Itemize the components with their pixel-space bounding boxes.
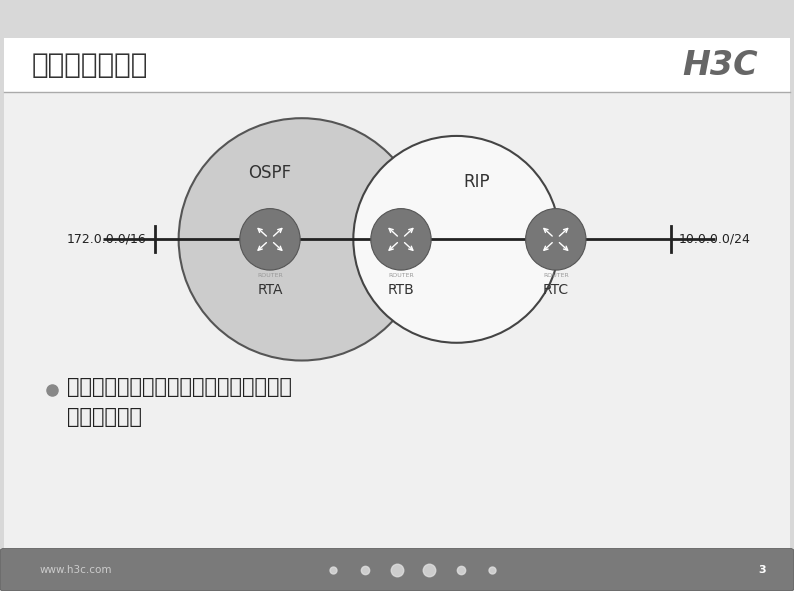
Text: RTC: RTC xyxy=(543,283,569,297)
Ellipse shape xyxy=(526,209,586,270)
Text: ROUTER: ROUTER xyxy=(388,273,414,278)
Text: 由协议的网络: 由协议的网络 xyxy=(67,407,142,427)
FancyBboxPatch shape xyxy=(0,548,794,591)
Text: RIP: RIP xyxy=(463,174,490,191)
Text: www.h3c.com: www.h3c.com xyxy=(40,565,112,574)
Text: RTA: RTA xyxy=(257,283,283,297)
Ellipse shape xyxy=(353,136,560,343)
Text: OSPF: OSPF xyxy=(249,164,291,181)
Ellipse shape xyxy=(371,209,431,270)
FancyBboxPatch shape xyxy=(4,41,790,553)
Text: 多路由协议网络: 多路由协议网络 xyxy=(32,51,148,79)
FancyBboxPatch shape xyxy=(4,38,790,92)
Text: H3C: H3C xyxy=(683,48,758,82)
Text: 3: 3 xyxy=(758,565,766,574)
Text: ROUTER: ROUTER xyxy=(543,273,569,278)
Ellipse shape xyxy=(240,209,300,270)
Text: RTB: RTB xyxy=(387,283,414,297)
Text: ROUTER: ROUTER xyxy=(257,273,283,278)
Text: 172.0.0.0/16: 172.0.0.0/16 xyxy=(67,233,147,246)
Ellipse shape xyxy=(179,118,425,361)
Text: 10.0.0.0/24: 10.0.0.0/24 xyxy=(679,233,751,246)
Text: 多路由协议网络是指同时运行两种以上路: 多路由协议网络是指同时运行两种以上路 xyxy=(67,377,292,397)
